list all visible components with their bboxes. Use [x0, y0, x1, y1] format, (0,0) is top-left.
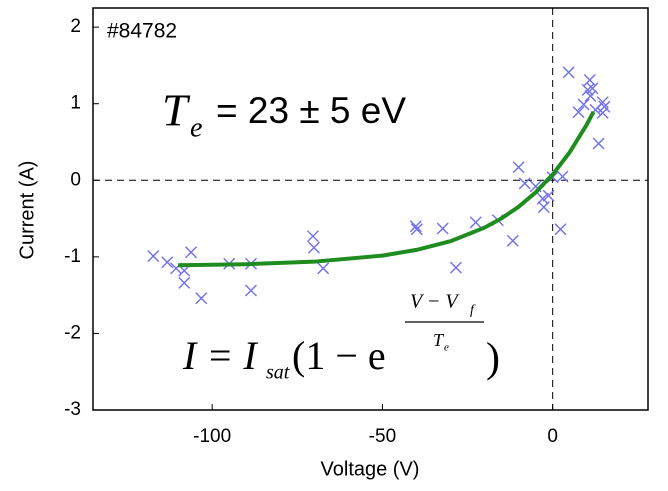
- te-subscript: e: [190, 112, 202, 143]
- formula: sat: [266, 362, 290, 384]
- formula: (1 − e: [292, 333, 386, 378]
- x-tick-label: -50: [369, 426, 396, 447]
- plot-frame: [92, 7, 649, 411]
- data-point: [556, 170, 569, 183]
- data-point: [586, 82, 599, 95]
- data-point: [537, 201, 550, 214]
- x-tick-label: 0: [547, 426, 558, 447]
- formula: ): [486, 336, 500, 382]
- y-axis-label: Current (A): [16, 161, 38, 260]
- data-point: [185, 246, 198, 259]
- data-point: [592, 137, 605, 150]
- shot-label: #84782: [107, 20, 177, 43]
- data-point: [161, 256, 174, 269]
- data-point: [506, 234, 519, 247]
- x-axis-label: Voltage (V): [321, 458, 420, 480]
- data-point: [147, 250, 160, 263]
- y-tick-label: 1: [70, 93, 81, 114]
- data-point: [572, 106, 585, 119]
- data-point: [436, 222, 449, 235]
- formula: e: [444, 342, 449, 354]
- y-tick-label: -2: [64, 322, 81, 343]
- data-point: [178, 276, 191, 289]
- data-point: [598, 100, 611, 113]
- data-point: [307, 241, 320, 254]
- data-point: [317, 262, 330, 275]
- y-tick-label: -1: [64, 246, 81, 267]
- data-point: [518, 177, 531, 190]
- data-point: [562, 66, 575, 79]
- te-text: = 23 ± 5 eV: [216, 90, 406, 131]
- data-point: [554, 223, 567, 236]
- data-point: [409, 220, 422, 233]
- data-point: [306, 230, 319, 243]
- data-point: [449, 261, 462, 274]
- data-point: [469, 216, 482, 229]
- x-tick-label: -100: [193, 426, 231, 447]
- formula: I = I: [182, 333, 258, 378]
- fit-line: [178, 110, 596, 268]
- data-point: [583, 73, 596, 86]
- data-point: [244, 284, 257, 297]
- y-tick-label: 2: [70, 16, 81, 37]
- formula: V − V: [410, 291, 460, 313]
- formula: T: [433, 330, 445, 350]
- data-point: [195, 292, 208, 305]
- formula: f: [470, 303, 476, 318]
- y-tick-label: -3: [64, 399, 81, 420]
- data-point: [410, 223, 423, 236]
- data-point: [542, 189, 555, 202]
- data-point: [581, 83, 594, 96]
- data-point: [577, 98, 590, 111]
- data-point: [512, 161, 525, 174]
- y-tick-label: 0: [70, 169, 81, 190]
- te-symbol: T: [162, 85, 191, 136]
- data-point: [596, 96, 609, 109]
- data-point: [584, 90, 597, 103]
